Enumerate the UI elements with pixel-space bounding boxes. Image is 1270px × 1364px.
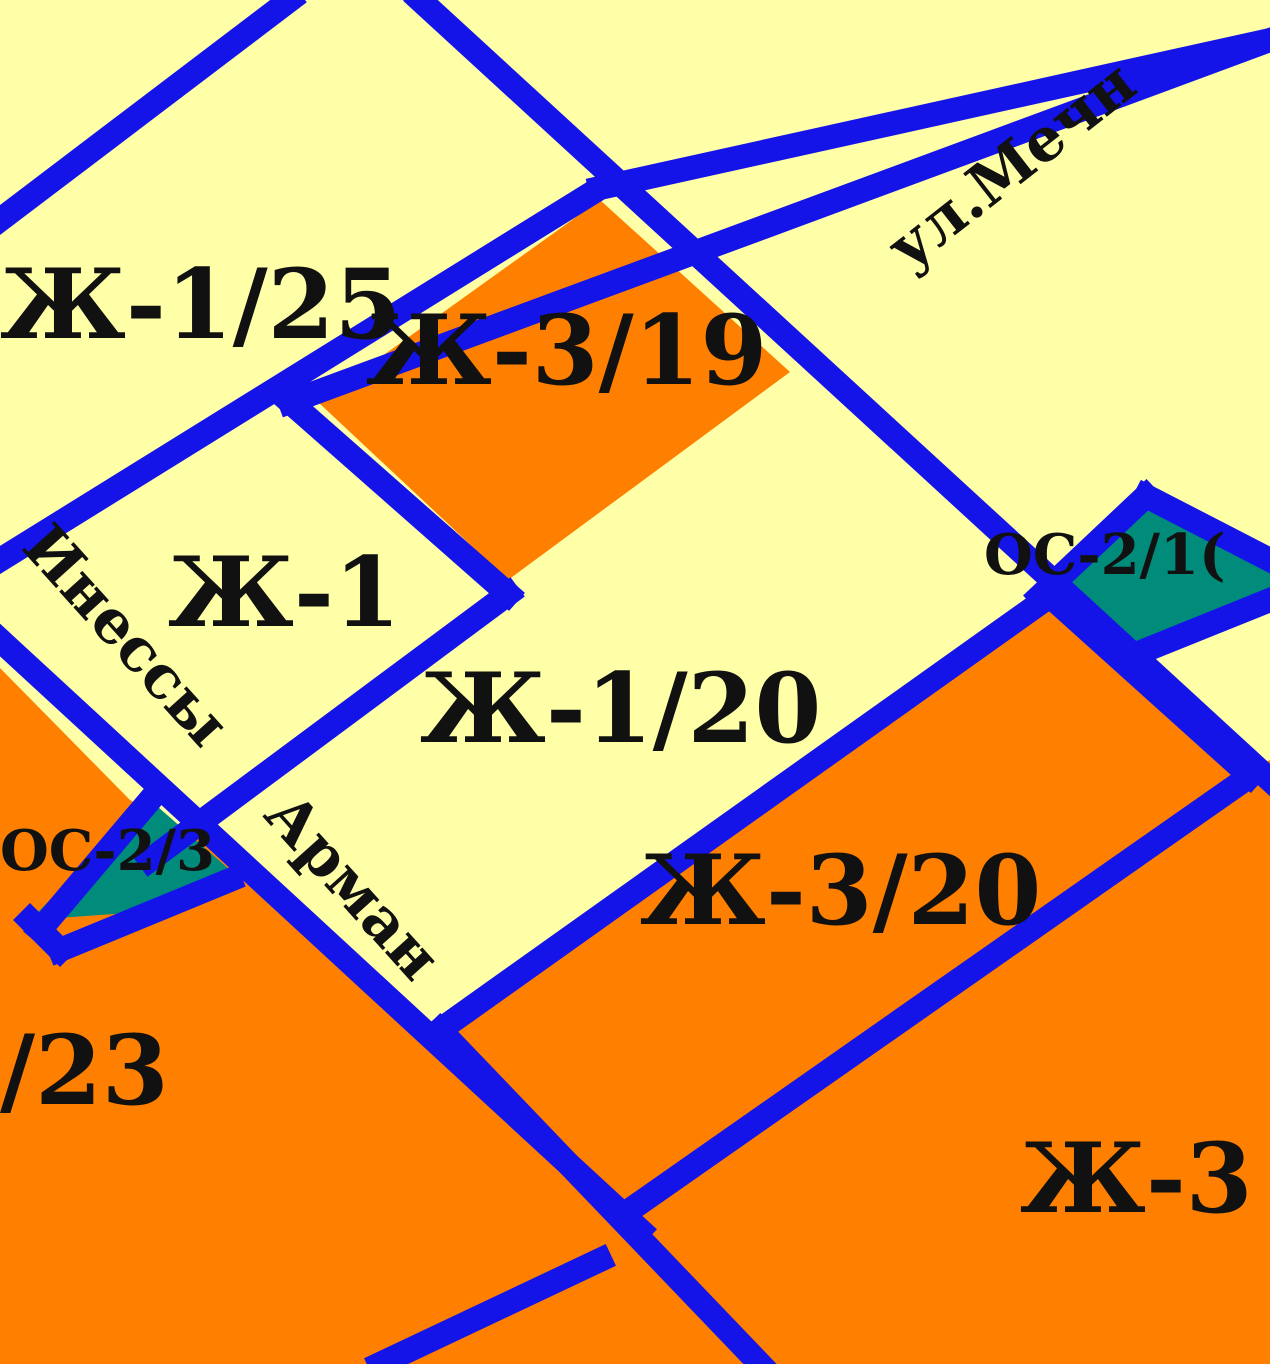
zone-label-zh-1: Ж-1 <box>168 536 401 649</box>
parcel-zh-3-19[interactable] <box>318 200 790 580</box>
parcel-lower-bottom[interactable] <box>560 1260 760 1364</box>
zone-label-os-2-3: ОС-2/3 <box>0 818 215 884</box>
zone-label-zh-3-20: Ж-3/20 <box>640 834 1041 947</box>
zone-label-zh-3: Ж-3 <box>1020 1122 1253 1235</box>
zone-label-partial-23: /23 <box>0 1014 169 1127</box>
parcel-zh-3-20[interactable] <box>446 606 1236 1208</box>
zone-label-os-2-1x: ОС-2/1( <box>984 522 1225 588</box>
parcel-zh-3-lower-right[interactable] <box>630 760 1270 1364</box>
zone-label-zh-3-19: Ж-3/19 <box>366 294 767 407</box>
zone-label-zh-1-25: Ж-1/25 <box>0 248 401 361</box>
zone-label-zh-1-20: Ж-1/20 <box>420 652 821 765</box>
